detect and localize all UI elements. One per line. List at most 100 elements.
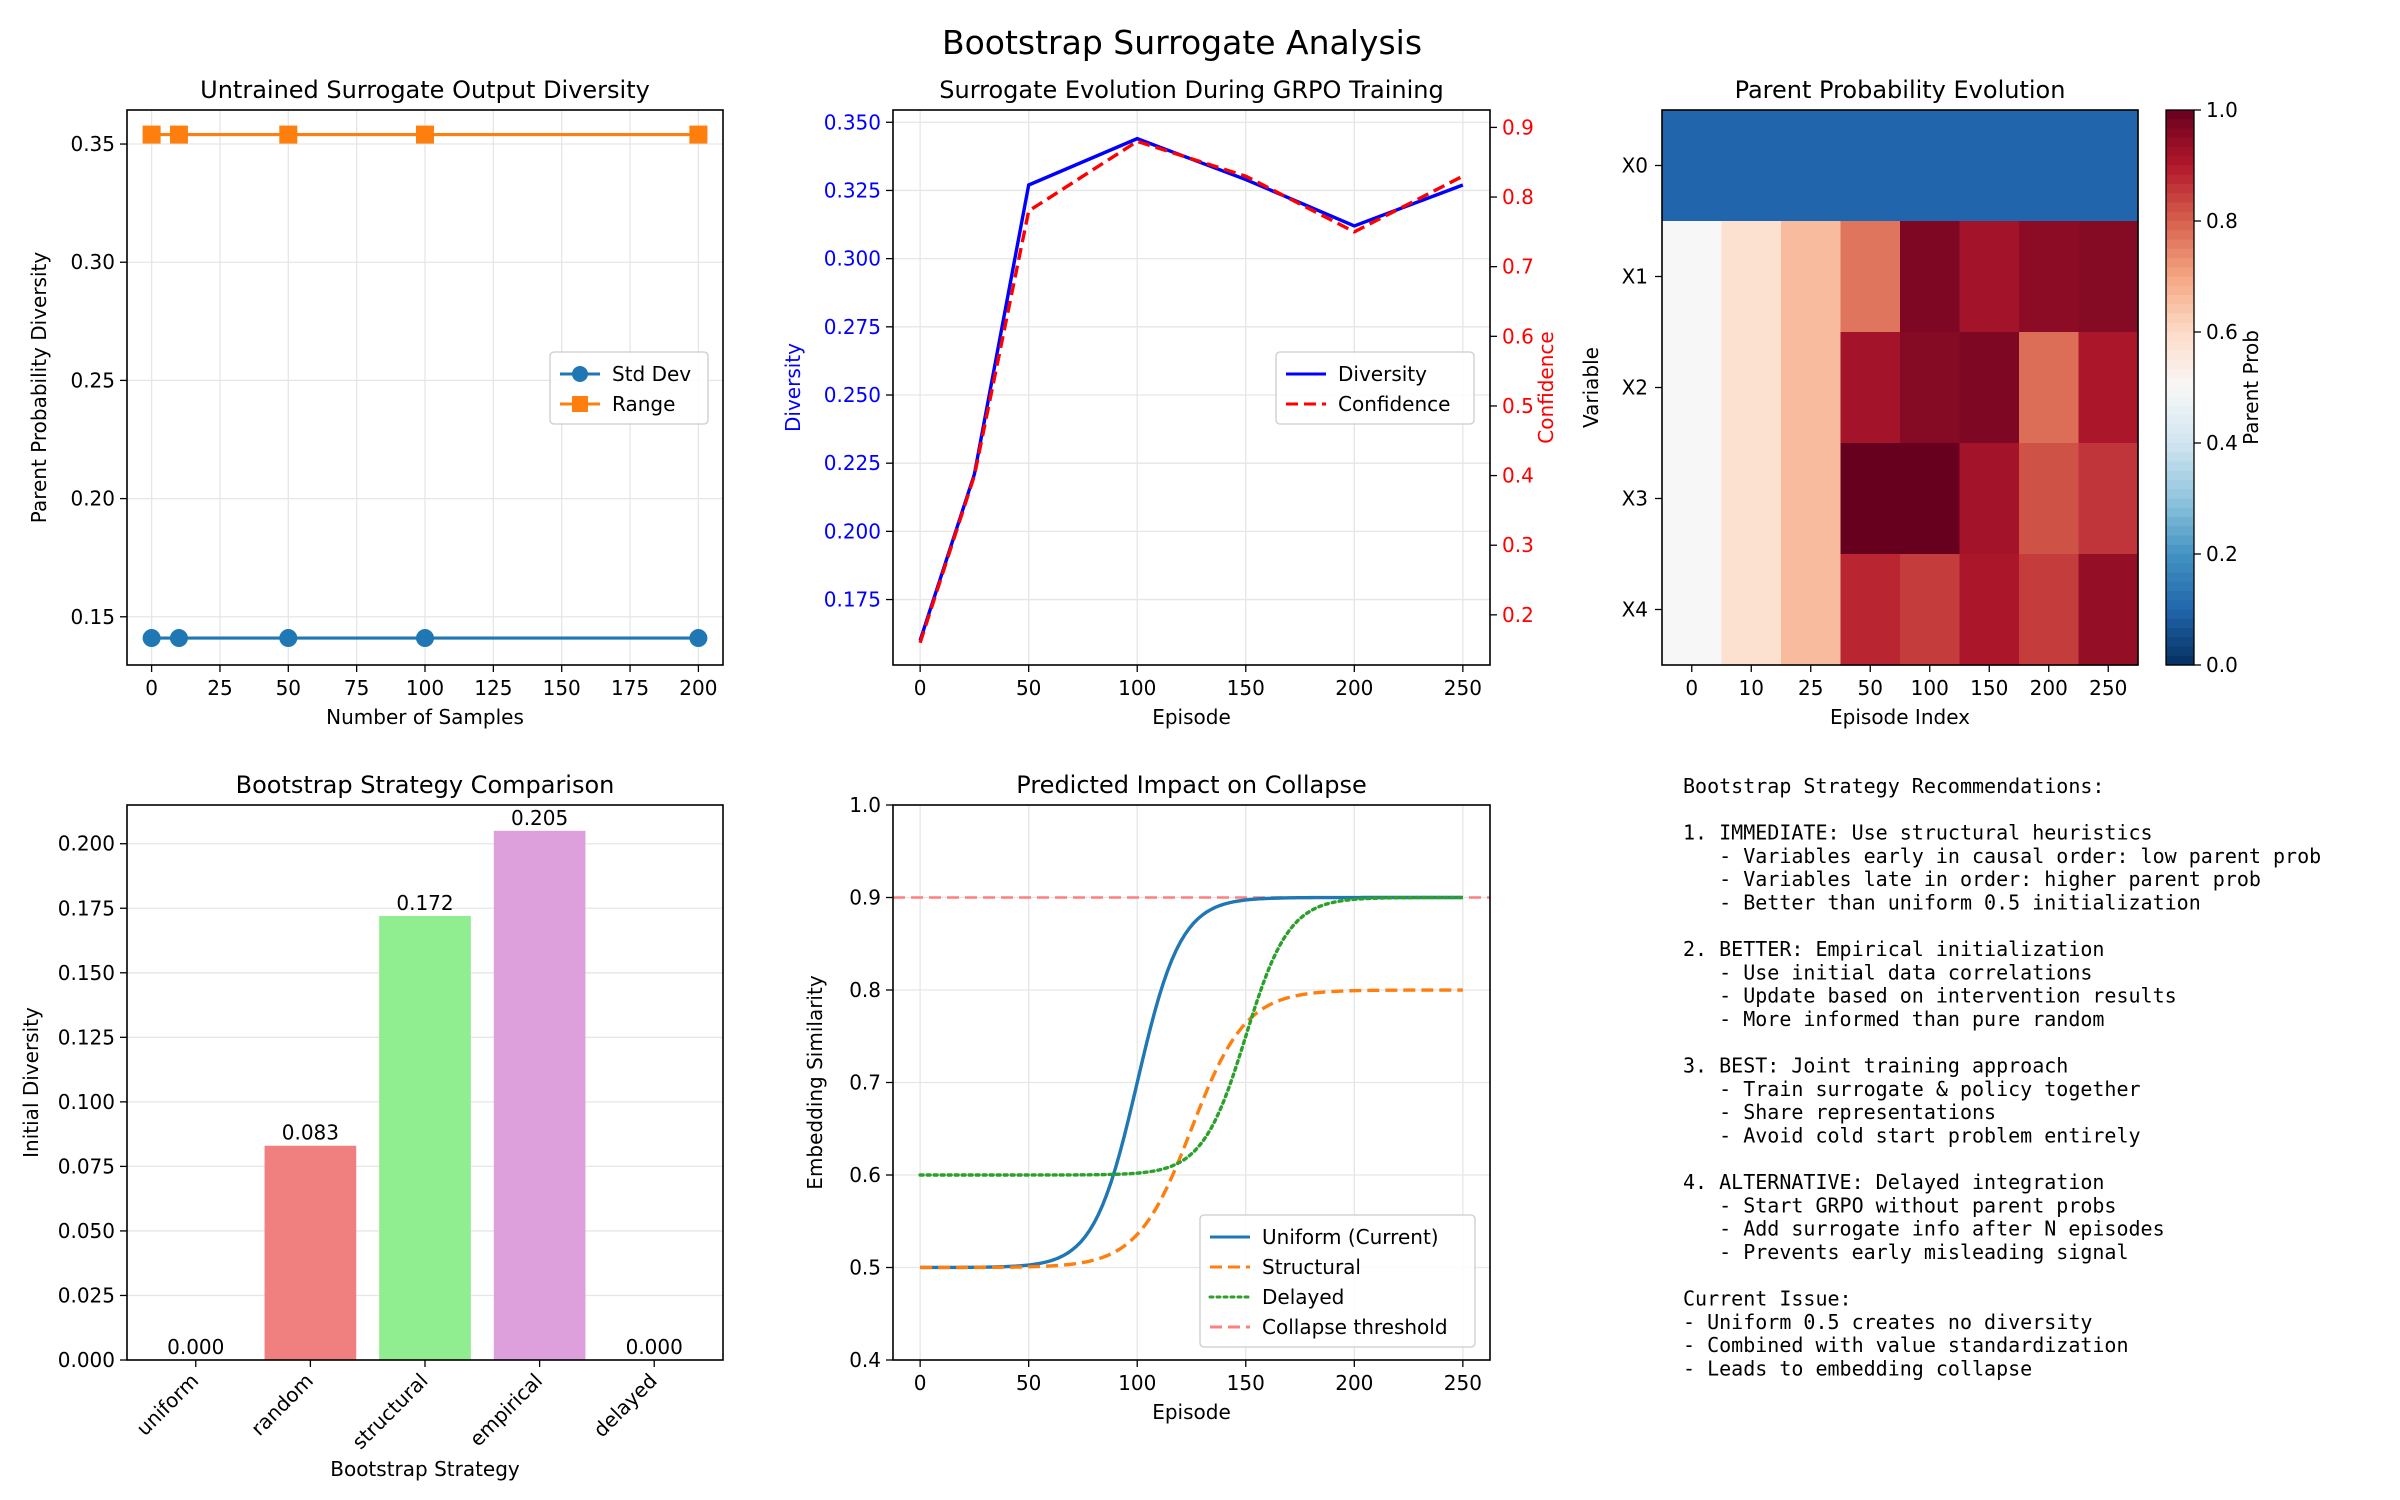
x-tick-label: 150: [1227, 676, 1265, 700]
y-tick-label: 0.275: [824, 315, 881, 339]
recommendation-line: - Leads to embedding collapse: [1683, 1357, 2032, 1381]
colorbar-segment: [2166, 137, 2194, 148]
colorbar-segment: [2166, 415, 2194, 426]
heatmap-cell: [1900, 110, 1961, 222]
x-tick-label: 175: [611, 676, 649, 700]
colorbar-segment: [2166, 535, 2194, 546]
colorbar-segment: [2166, 507, 2194, 518]
colorbar-segment: [2166, 406, 2194, 416]
chart-title: Bootstrap Strategy Comparison: [236, 771, 615, 799]
colorbar-segment: [2166, 369, 2194, 379]
y-tick-label: 0.9: [849, 886, 881, 910]
bar-value-label: 0.000: [626, 1335, 683, 1359]
chart-title: Predicted Impact on Collapse: [1016, 771, 1366, 799]
data-point: [279, 125, 298, 144]
bar-value-label: 0.172: [396, 891, 453, 915]
colorbar-segment: [2166, 470, 2194, 481]
x-axis-label: Episode: [1152, 1400, 1231, 1424]
y-tick-label: 0.5: [849, 1256, 881, 1280]
x-tick-label: 25: [207, 676, 232, 700]
colorbar-segment: [2166, 128, 2194, 139]
colorbar-segment: [2166, 581, 2194, 592]
legend-marker: [572, 396, 588, 412]
y-axis-label: Diversity: [781, 343, 805, 432]
colorbar-segment: [2166, 396, 2194, 407]
x-tick-label: 50: [1016, 1371, 1041, 1395]
heatmap-cell: [1662, 554, 1723, 666]
y-axis-label: Embedding Similarity: [803, 975, 827, 1190]
colorbar-segment: [2166, 387, 2194, 398]
y-tick-label-right: 0.2: [1502, 603, 1534, 627]
colorbar-segment: [2166, 248, 2194, 259]
heatmap-cell: [1840, 554, 1901, 666]
colorbar-segment: [2166, 433, 2194, 444]
colorbar-segment: [2166, 600, 2194, 611]
colorbar-segment: [2166, 424, 2194, 435]
bar-value-label: 0.205: [511, 806, 568, 830]
colorbar-segment: [2166, 461, 2194, 472]
heatmap-cell: [2078, 221, 2139, 333]
colorbar-tick-label: 0.4: [2206, 431, 2238, 455]
recommendation-line: - Better than uniform 0.5 initialization: [1683, 891, 2201, 915]
heatmap-cell: [1840, 443, 1901, 555]
heatmap-cell: [1959, 221, 2020, 333]
colorbar-segment: [2166, 628, 2194, 638]
heatmap-cell: [1959, 332, 2020, 444]
x-tick-label: 0: [145, 676, 158, 700]
colorbar-segment: [2166, 230, 2194, 241]
heatmap-cell: [1840, 110, 1901, 222]
x-axis-label: Bootstrap Strategy: [330, 1457, 520, 1481]
series-line-confidence: [918, 139, 1464, 644]
y-tick-label: 0.6: [849, 1163, 881, 1187]
data-point: [416, 629, 434, 648]
y-tick-label: X4: [1622, 598, 1648, 622]
y-axis-label: Variable: [1579, 347, 1603, 428]
heatmap-cell: [1900, 332, 1961, 444]
colorbar-segment: [2166, 221, 2194, 231]
x-axis-label: Episode: [1152, 705, 1231, 729]
colorbar-segment: [2166, 156, 2194, 167]
x-tick-label: 0: [914, 676, 927, 700]
heatmap-cell: [1721, 443, 1782, 555]
x-axis-label: Number of Samples: [326, 705, 524, 729]
y-axis-label-right: Confidence: [1534, 331, 1558, 443]
plot-frame: [892, 109, 1491, 666]
colorbar-segment: [2166, 526, 2194, 537]
colorbar-segment: [2166, 498, 2194, 509]
recommendation-line: - Add surrogate info after N episodes: [1683, 1217, 2165, 1241]
x-tick-label: 50: [1858, 676, 1883, 700]
x-tick-label: 100: [1911, 676, 1949, 700]
bar-random: [264, 1145, 357, 1360]
legend-label: Delayed: [1262, 1285, 1344, 1309]
colorbar-label: Parent Prob: [2239, 330, 2263, 445]
heatmap-cell: [2019, 110, 2080, 222]
x-tick-label: 150: [1970, 676, 2008, 700]
y-tick-label: 0.30: [70, 250, 115, 274]
bar-empirical: [493, 830, 586, 1360]
data-point: [142, 629, 161, 648]
heatmap-chart: 0 10 25 50 100 150 200 250 X0 X1 X2 X3 X4 Parent Prob…: [1579, 76, 2263, 729]
x-tick-label: 250: [1444, 676, 1482, 700]
chart-title: Parent Probability Evolution: [1735, 76, 2066, 104]
y-tick-label: 0.225: [824, 451, 881, 475]
y-tick-label: 0.250: [824, 383, 881, 407]
bar-value-label: 0.083: [282, 1121, 339, 1145]
bar-value-label: 0.000: [167, 1335, 224, 1359]
y-tick-label: 0.8: [849, 978, 881, 1002]
heatmap-cell: [2019, 221, 2080, 333]
recommendation-line: 1. IMMEDIATE: Use structural heuristics: [1683, 821, 2153, 845]
colorbar-segment: [2166, 193, 2194, 204]
colorbar-segment: [2166, 655, 2194, 666]
x-tick-label: 125: [474, 676, 512, 700]
legend-label: Range: [612, 392, 675, 416]
heatmap-cell: [1662, 443, 1723, 555]
y-tick-label: 0.15: [70, 605, 115, 629]
heatmap-cell: [2078, 110, 2139, 222]
colorbar-segment: [2166, 646, 2194, 657]
legend-label: Diversity: [1338, 362, 1427, 386]
x-tick-label: 100: [1118, 1371, 1156, 1395]
colorbar-frame: [2165, 109, 2195, 666]
bar-structural: [379, 916, 471, 1360]
recommendation-line: - Share representations: [1683, 1100, 1996, 1124]
colorbar-segment: [2166, 211, 2194, 222]
